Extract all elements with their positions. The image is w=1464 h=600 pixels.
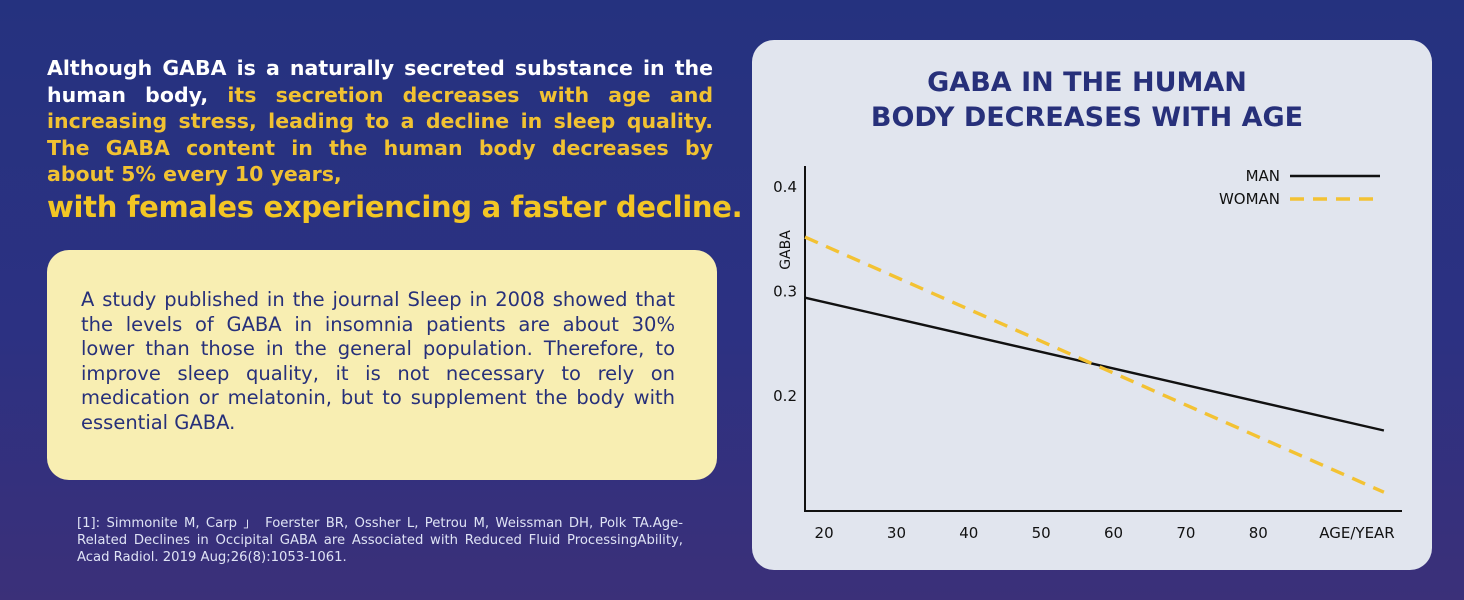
x-tick-label: 80 (1249, 524, 1268, 542)
x-tick-label: 50 (1032, 524, 1051, 542)
series-line-man (804, 296, 1385, 432)
legend-label-man: MAN (1246, 167, 1280, 185)
legend-label-woman: WOMAN (1219, 190, 1280, 208)
x-tick-label: 40 (959, 524, 978, 542)
chart-panel: GABA IN THE HUMAN BODY DECREASES WITH AG… (752, 40, 1432, 570)
y-tick-label: 0.3 (773, 282, 797, 300)
y-tick-label: 0.2 (773, 387, 797, 405)
x-tick-labels: 20 30 40 50 60 70 80 (815, 524, 1268, 542)
study-text: A study published in the journal Sleep i… (81, 288, 675, 434)
y-tick-label: 0.4 (773, 178, 797, 196)
legend: MAN WOMAN (1219, 167, 1380, 208)
study-callout-box: A study published in the journal Sleep i… (47, 250, 717, 480)
gaba-line-chart: GABA IN THE HUMAN BODY DECREASES WITH AG… (773, 67, 1402, 542)
reference-citation: [1]: Simmonite M, Carp 」 Foerster BR, Os… (77, 516, 683, 565)
y-tick-labels: 0.4 0.3 0.2 (773, 178, 797, 405)
x-tick-label: 30 (887, 524, 906, 542)
y-axis-label: GABA (778, 230, 794, 270)
series-line-woman (804, 235, 1385, 494)
chart-title-line-1: GABA IN THE HUMAN (927, 67, 1247, 98)
headline: with females experiencing a faster decli… (47, 190, 743, 224)
x-tick-label: 20 (815, 524, 834, 542)
intro-highlight-text: its secretion decreases with age and inc… (47, 82, 714, 187)
chart-title-line-2: BODY DECREASES WITH AGE (871, 102, 1303, 133)
intro-paragraph: Although GABA is a naturally secreted su… (47, 55, 713, 188)
x-axis-label: AGE/YEAR (1319, 524, 1394, 542)
x-tick-label: 60 (1104, 524, 1123, 542)
x-tick-label: 70 (1176, 524, 1195, 542)
series-lines (804, 235, 1385, 494)
intro-white-text: Although GABA is a naturally secreted su… (47, 56, 713, 107)
